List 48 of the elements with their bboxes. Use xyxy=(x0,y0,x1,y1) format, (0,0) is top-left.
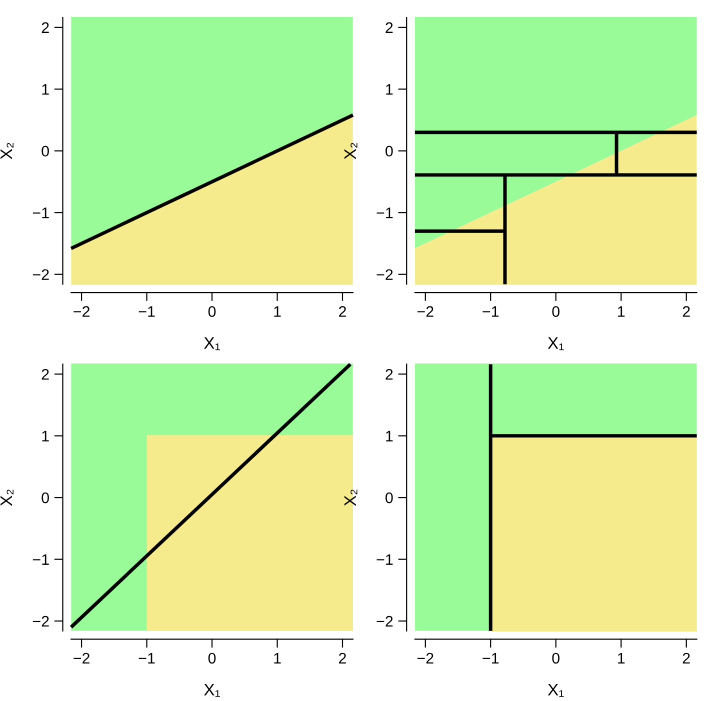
x-tick-label: 0 xyxy=(208,652,216,664)
x-tick-label: −2 xyxy=(74,306,90,317)
y-axis-title: X₂ xyxy=(344,490,358,506)
y-axis-title: X₂ xyxy=(0,142,14,160)
y-tick-label: −2 xyxy=(376,616,393,627)
y-tick-label: 0 xyxy=(42,146,49,157)
x-tick-label: 1 xyxy=(618,306,625,317)
x-axis-title: X₁ xyxy=(548,684,564,697)
x-tick-label: −2 xyxy=(74,652,90,664)
x-tick-label: 2 xyxy=(339,306,346,317)
x-tick-label: 0 xyxy=(552,652,560,664)
y-tick-label: −2 xyxy=(32,616,49,627)
y-tick-label: 0 xyxy=(386,492,393,504)
y-tick-label: −1 xyxy=(376,554,393,565)
y-tick-label: 1 xyxy=(42,84,49,95)
y-tick-label: 1 xyxy=(42,430,49,442)
y-tick-label: 2 xyxy=(42,368,49,380)
y-tick-label: 1 xyxy=(386,84,393,95)
x-axis-title: X₁ xyxy=(204,337,220,350)
y-tick-label: 2 xyxy=(42,22,49,33)
y-axis-title: X₂ xyxy=(344,142,358,160)
x-tick-label: 2 xyxy=(339,652,346,664)
x-tick-label: 1 xyxy=(618,652,625,664)
x-tick-label: 1 xyxy=(274,306,281,317)
y-tick-label: 0 xyxy=(386,146,393,157)
x-tick-label: −2 xyxy=(417,306,434,317)
x-tick-label: −1 xyxy=(138,652,155,664)
y-tick-label: 2 xyxy=(386,22,393,33)
x-tick-label: 1 xyxy=(274,652,281,664)
y-tick-label: −1 xyxy=(376,208,393,218)
y-tick-label: 2 xyxy=(386,368,393,380)
x-tick-label: −1 xyxy=(482,652,499,664)
y-tick-label: 1 xyxy=(386,430,393,442)
y-tick-label: −2 xyxy=(32,269,49,280)
x-axis-title: X₁ xyxy=(548,337,564,350)
y-tick-label: −1 xyxy=(32,208,49,218)
y-tick-label: 0 xyxy=(42,492,49,504)
x-tick-label: −1 xyxy=(138,306,155,317)
x-tick-label: 0 xyxy=(208,306,216,317)
y-tick-label: −2 xyxy=(376,269,393,280)
x-tick-label: 2 xyxy=(682,652,690,664)
y-axis-title: X₂ xyxy=(0,490,14,506)
x-tick-label: 2 xyxy=(682,306,690,317)
x-axis-title: X₁ xyxy=(204,684,220,697)
x-tick-label: −2 xyxy=(417,652,434,664)
y-tick-label: −1 xyxy=(32,554,49,565)
x-tick-label: 0 xyxy=(552,306,560,317)
x-tick-label: −1 xyxy=(482,306,499,317)
